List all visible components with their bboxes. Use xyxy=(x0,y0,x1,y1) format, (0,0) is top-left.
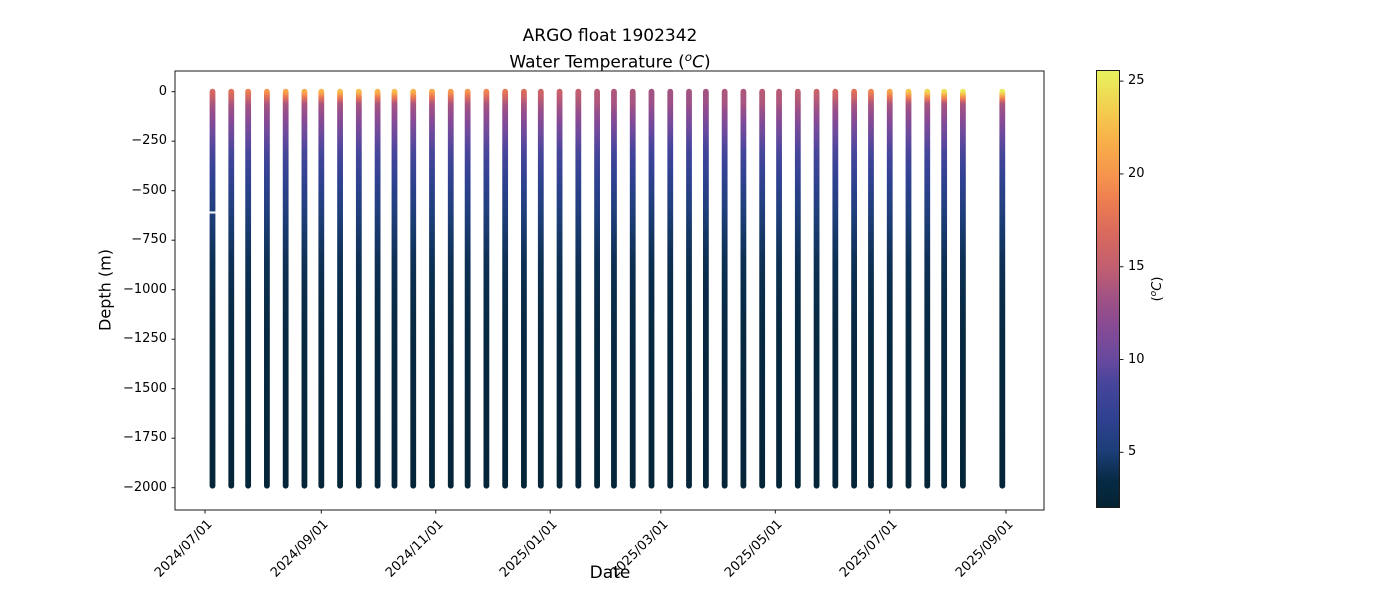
colorbar-tick-label: 15 xyxy=(1128,258,1145,274)
y-tick-label: −1250 xyxy=(123,331,167,347)
colorbar-tick-label: 10 xyxy=(1128,351,1145,367)
y-tick-label: −1000 xyxy=(123,281,167,297)
y-tick-label: −2000 xyxy=(123,479,167,495)
colorbar-tick-label: 25 xyxy=(1128,73,1145,89)
axes-frame xyxy=(174,70,1045,511)
y-tick-label: −500 xyxy=(131,182,167,198)
y-tick-label: 0 xyxy=(158,83,167,99)
y-tick-label: −250 xyxy=(131,133,167,149)
y-tick-label: −750 xyxy=(131,232,167,248)
y-tick-label: −1500 xyxy=(123,380,167,396)
profile-stripes xyxy=(209,88,1006,489)
profile-data-gap xyxy=(209,211,217,214)
chart-title: ARGO float 1902342 xyxy=(522,26,698,46)
axis-ticks xyxy=(171,80,1124,514)
colorbar-tick-label: 20 xyxy=(1128,165,1145,181)
x-axis-label: Date xyxy=(589,563,631,583)
y-tick-label: −1750 xyxy=(123,430,167,446)
colorbar-tick-label: 5 xyxy=(1128,444,1137,460)
colorbar xyxy=(1096,70,1120,508)
colorbar-label: (oC) xyxy=(1148,276,1166,302)
chart-subtitle: Water Temperature (oC) xyxy=(509,50,711,73)
